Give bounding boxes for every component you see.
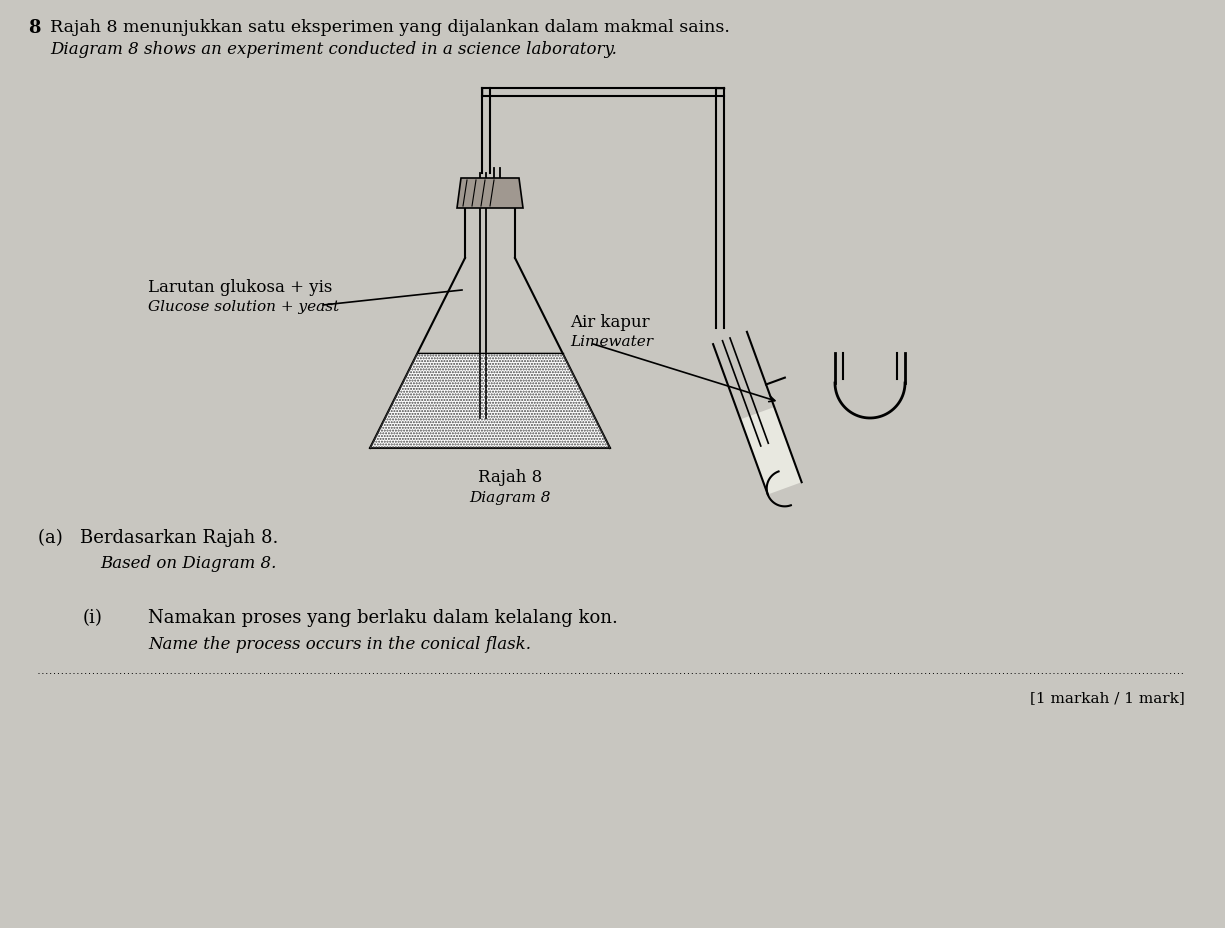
- Text: Based on Diagram 8.: Based on Diagram 8.: [100, 554, 277, 572]
- Text: Diagram 8 shows an experiment conducted in a science laboratory.: Diagram 8 shows an experiment conducted …: [50, 41, 617, 58]
- Text: (i): (i): [83, 609, 103, 626]
- Text: Name the process occurs in the conical flask.: Name the process occurs in the conical f…: [148, 636, 530, 652]
- Text: Limewater: Limewater: [570, 335, 653, 349]
- Polygon shape: [740, 407, 801, 495]
- Text: 8: 8: [28, 19, 40, 37]
- Text: Larutan glukosa + yis: Larutan glukosa + yis: [148, 278, 332, 296]
- Text: Namakan proses yang berlaku dalam kelalang kon.: Namakan proses yang berlaku dalam kelala…: [148, 609, 617, 626]
- Text: Rajah 8: Rajah 8: [478, 469, 543, 485]
- Text: Rajah 8 menunjukkan satu eksperimen yang dijalankan dalam makmal sains.: Rajah 8 menunjukkan satu eksperimen yang…: [50, 19, 730, 36]
- Text: Air kapur: Air kapur: [570, 314, 649, 330]
- Text: Glucose solution + yeast: Glucose solution + yeast: [148, 300, 339, 314]
- Polygon shape: [457, 179, 523, 209]
- Polygon shape: [370, 354, 610, 448]
- Text: [1 markah / 1 mark]: [1 markah / 1 mark]: [1030, 690, 1185, 704]
- Text: (a)   Berdasarkan Rajah 8.: (a) Berdasarkan Rajah 8.: [38, 528, 278, 547]
- Text: Diagram 8: Diagram 8: [469, 491, 551, 505]
